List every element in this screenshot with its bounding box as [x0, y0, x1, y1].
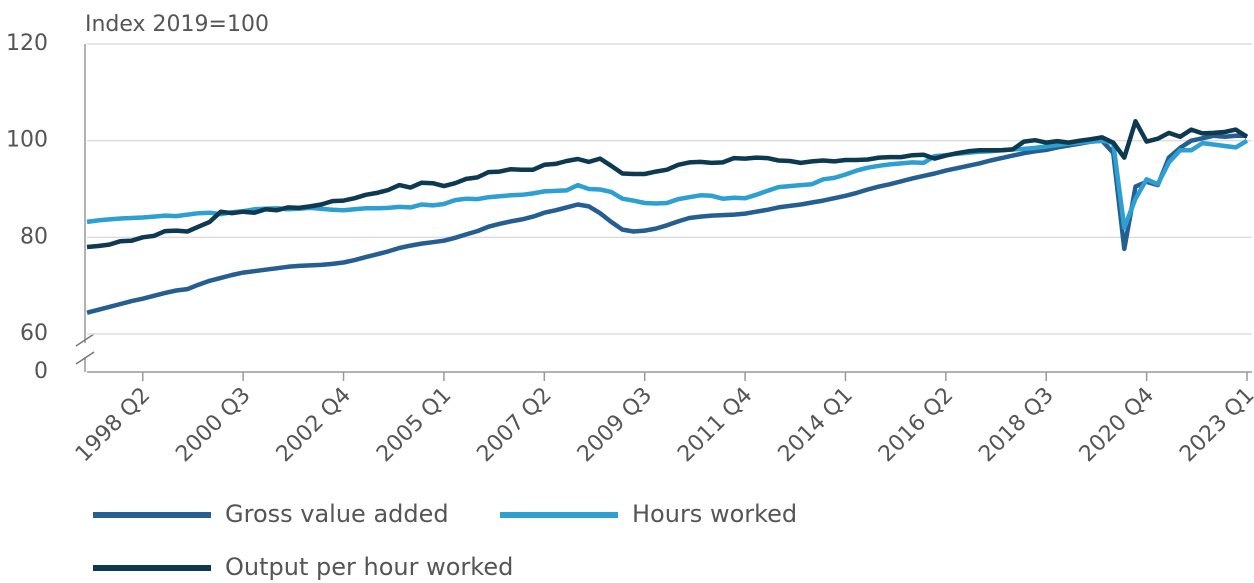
axis-break [75, 333, 95, 347]
y-tick-label: 0 [34, 359, 48, 384]
x-tick-label: 2018 Q3 [974, 383, 1058, 467]
y-axis-label: Index 2019=100 [85, 12, 269, 37]
x-tick-label: 2014 Q1 [774, 383, 858, 467]
y-tick-label: 80 [20, 224, 48, 249]
y-tick-label: 60 [20, 321, 48, 346]
y-tick-label: 100 [6, 128, 48, 153]
x-tick-label: 2002 Q4 [272, 383, 356, 467]
x-tick-label: 1998 Q2 [71, 383, 155, 467]
x-tick-label: 2009 Q3 [573, 383, 657, 467]
legend-label: Gross value added [225, 500, 449, 528]
x-tick-label: 2005 Q1 [372, 383, 456, 467]
legend-label: Hours worked [632, 500, 797, 528]
axis-break [75, 351, 95, 365]
y-tick-label: 120 [6, 31, 48, 56]
series-line [86, 119, 1249, 250]
series-line [86, 133, 1247, 315]
x-tick-label: 2023 Q1 [1175, 383, 1254, 467]
legend-label: Output per hour worked [225, 553, 513, 581]
x-tick-label: 2020 Q4 [1075, 383, 1159, 467]
x-tick-label: 2000 Q3 [171, 383, 255, 467]
x-tick-label: 2016 Q2 [874, 383, 958, 467]
x-tick-label: 2011 Q4 [673, 383, 757, 467]
x-tick-label: 2007 Q2 [472, 383, 556, 467]
series-line [86, 138, 1249, 230]
